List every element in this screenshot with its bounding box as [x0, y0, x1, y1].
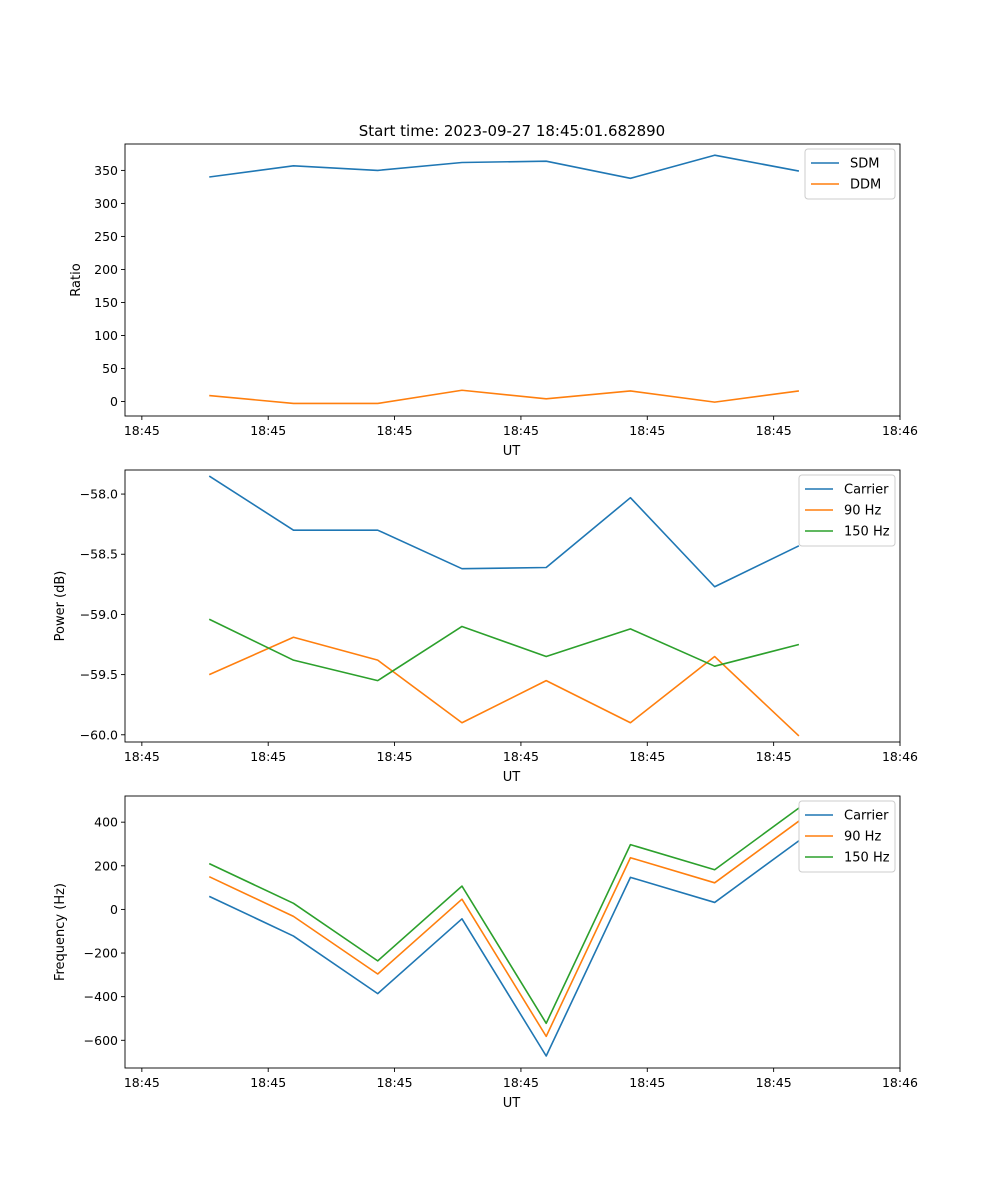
y-tick-label: 200	[94, 858, 118, 873]
y-tick-label: 50	[102, 361, 118, 376]
series-line-150-hz	[208, 807, 800, 1025]
x-axis-label: UT	[503, 770, 521, 785]
x-tick-label: 18:46	[882, 749, 918, 764]
y-tick-label: −60.0	[80, 727, 118, 742]
x-tick-label: 18:46	[882, 1075, 918, 1090]
y-tick-label: −200	[84, 946, 118, 961]
x-axis-label: UT	[503, 444, 521, 459]
x-tick-label: 18:45	[756, 1075, 792, 1090]
y-tick-label: −58.0	[80, 487, 118, 502]
y-tick-label: 0	[110, 394, 118, 409]
chart-panel-2: 18:45 18:45 18:45 18:45 18:45 18:45 18:46 −60.0…	[53, 469, 918, 785]
legend-label: 90 Hz	[844, 830, 881, 845]
legend-box	[804, 148, 896, 200]
figure-title: Start time: 2023-09-27 18:45:01.682890	[359, 122, 665, 140]
legend: SDM DDM	[804, 148, 896, 200]
series-line-ddm	[209, 389, 800, 405]
y-tick-label: 150	[94, 295, 118, 310]
y-tick-label: 200	[94, 262, 118, 277]
x-tick-label: 18:45	[503, 423, 539, 438]
x-tick-label: 18:45	[377, 749, 413, 764]
x-tick-label: 18:45	[124, 423, 160, 438]
series-line-carrier	[208, 475, 800, 588]
series-line-90-hz	[208, 636, 800, 737]
x-tick-label: 18:45	[629, 749, 665, 764]
legend-label: DDM	[850, 178, 881, 193]
axes-frame	[124, 469, 901, 743]
legend: Carrier 90 Hz 150 Hz	[798, 800, 896, 873]
axes-frame	[124, 795, 901, 1069]
y-tick-label: −59.5	[80, 667, 118, 682]
series-line-carrier	[208, 840, 800, 1057]
y-tick-label: 0	[110, 902, 118, 917]
axes-frame	[124, 143, 901, 417]
legend-label: Carrier	[844, 483, 889, 498]
y-tick-label: −59.0	[80, 607, 118, 622]
x-tick-label: 18:46	[882, 423, 918, 438]
y-axis-label: Power (dB)	[53, 571, 68, 642]
y-tick-label: 400	[94, 815, 118, 830]
y-tick-label: 350	[94, 163, 118, 178]
y-tick-label: −600	[84, 1033, 118, 1048]
x-tick-label: 18:45	[629, 1075, 665, 1090]
y-tick-label: −400	[84, 989, 118, 1004]
x-tick-label: 18:45	[250, 749, 286, 764]
x-tick-label: 18:45	[503, 1075, 539, 1090]
legend-label: Carrier	[844, 809, 889, 824]
x-tick-label: 18:45	[629, 423, 665, 438]
y-axis-label: Ratio	[69, 263, 84, 296]
legend: Carrier 90 Hz 150 Hz	[798, 474, 896, 547]
series-line-150-hz	[208, 618, 800, 682]
y-tick-label: −58.5	[80, 547, 118, 562]
legend-label: 150 Hz	[844, 525, 890, 540]
y-axis-label: Frequency (Hz)	[53, 883, 68, 981]
x-tick-label: 18:45	[503, 749, 539, 764]
x-axis-label: UT	[503, 1096, 521, 1111]
x-tick-label: 18:45	[124, 1075, 160, 1090]
legend-label: 150 Hz	[844, 851, 890, 866]
chart-panel-1: 18:45 18:45 18:45 18:45 18:45 18:45 18:46 0 50 10…	[69, 143, 918, 459]
legend-label: 90 Hz	[844, 504, 881, 519]
x-tick-label: 18:45	[124, 749, 160, 764]
legend-label: SDM	[850, 157, 879, 172]
x-tick-label: 18:45	[250, 423, 286, 438]
legend-box	[798, 474, 896, 547]
x-tick-label: 18:45	[377, 423, 413, 438]
y-tick-label: 300	[94, 196, 118, 211]
chart-panel-3: 18:45 18:45 18:45 18:45 18:45 18:45 18:46 −600 −…	[53, 795, 918, 1111]
series-line-90-hz	[208, 820, 800, 1038]
y-tick-label: 250	[94, 229, 118, 244]
legend-box	[798, 800, 896, 873]
y-tick-label: 100	[94, 328, 118, 343]
x-tick-label: 18:45	[756, 749, 792, 764]
x-tick-label: 18:45	[250, 1075, 286, 1090]
series-line-sdm	[209, 154, 800, 180]
x-tick-label: 18:45	[756, 423, 792, 438]
x-tick-label: 18:45	[377, 1075, 413, 1090]
